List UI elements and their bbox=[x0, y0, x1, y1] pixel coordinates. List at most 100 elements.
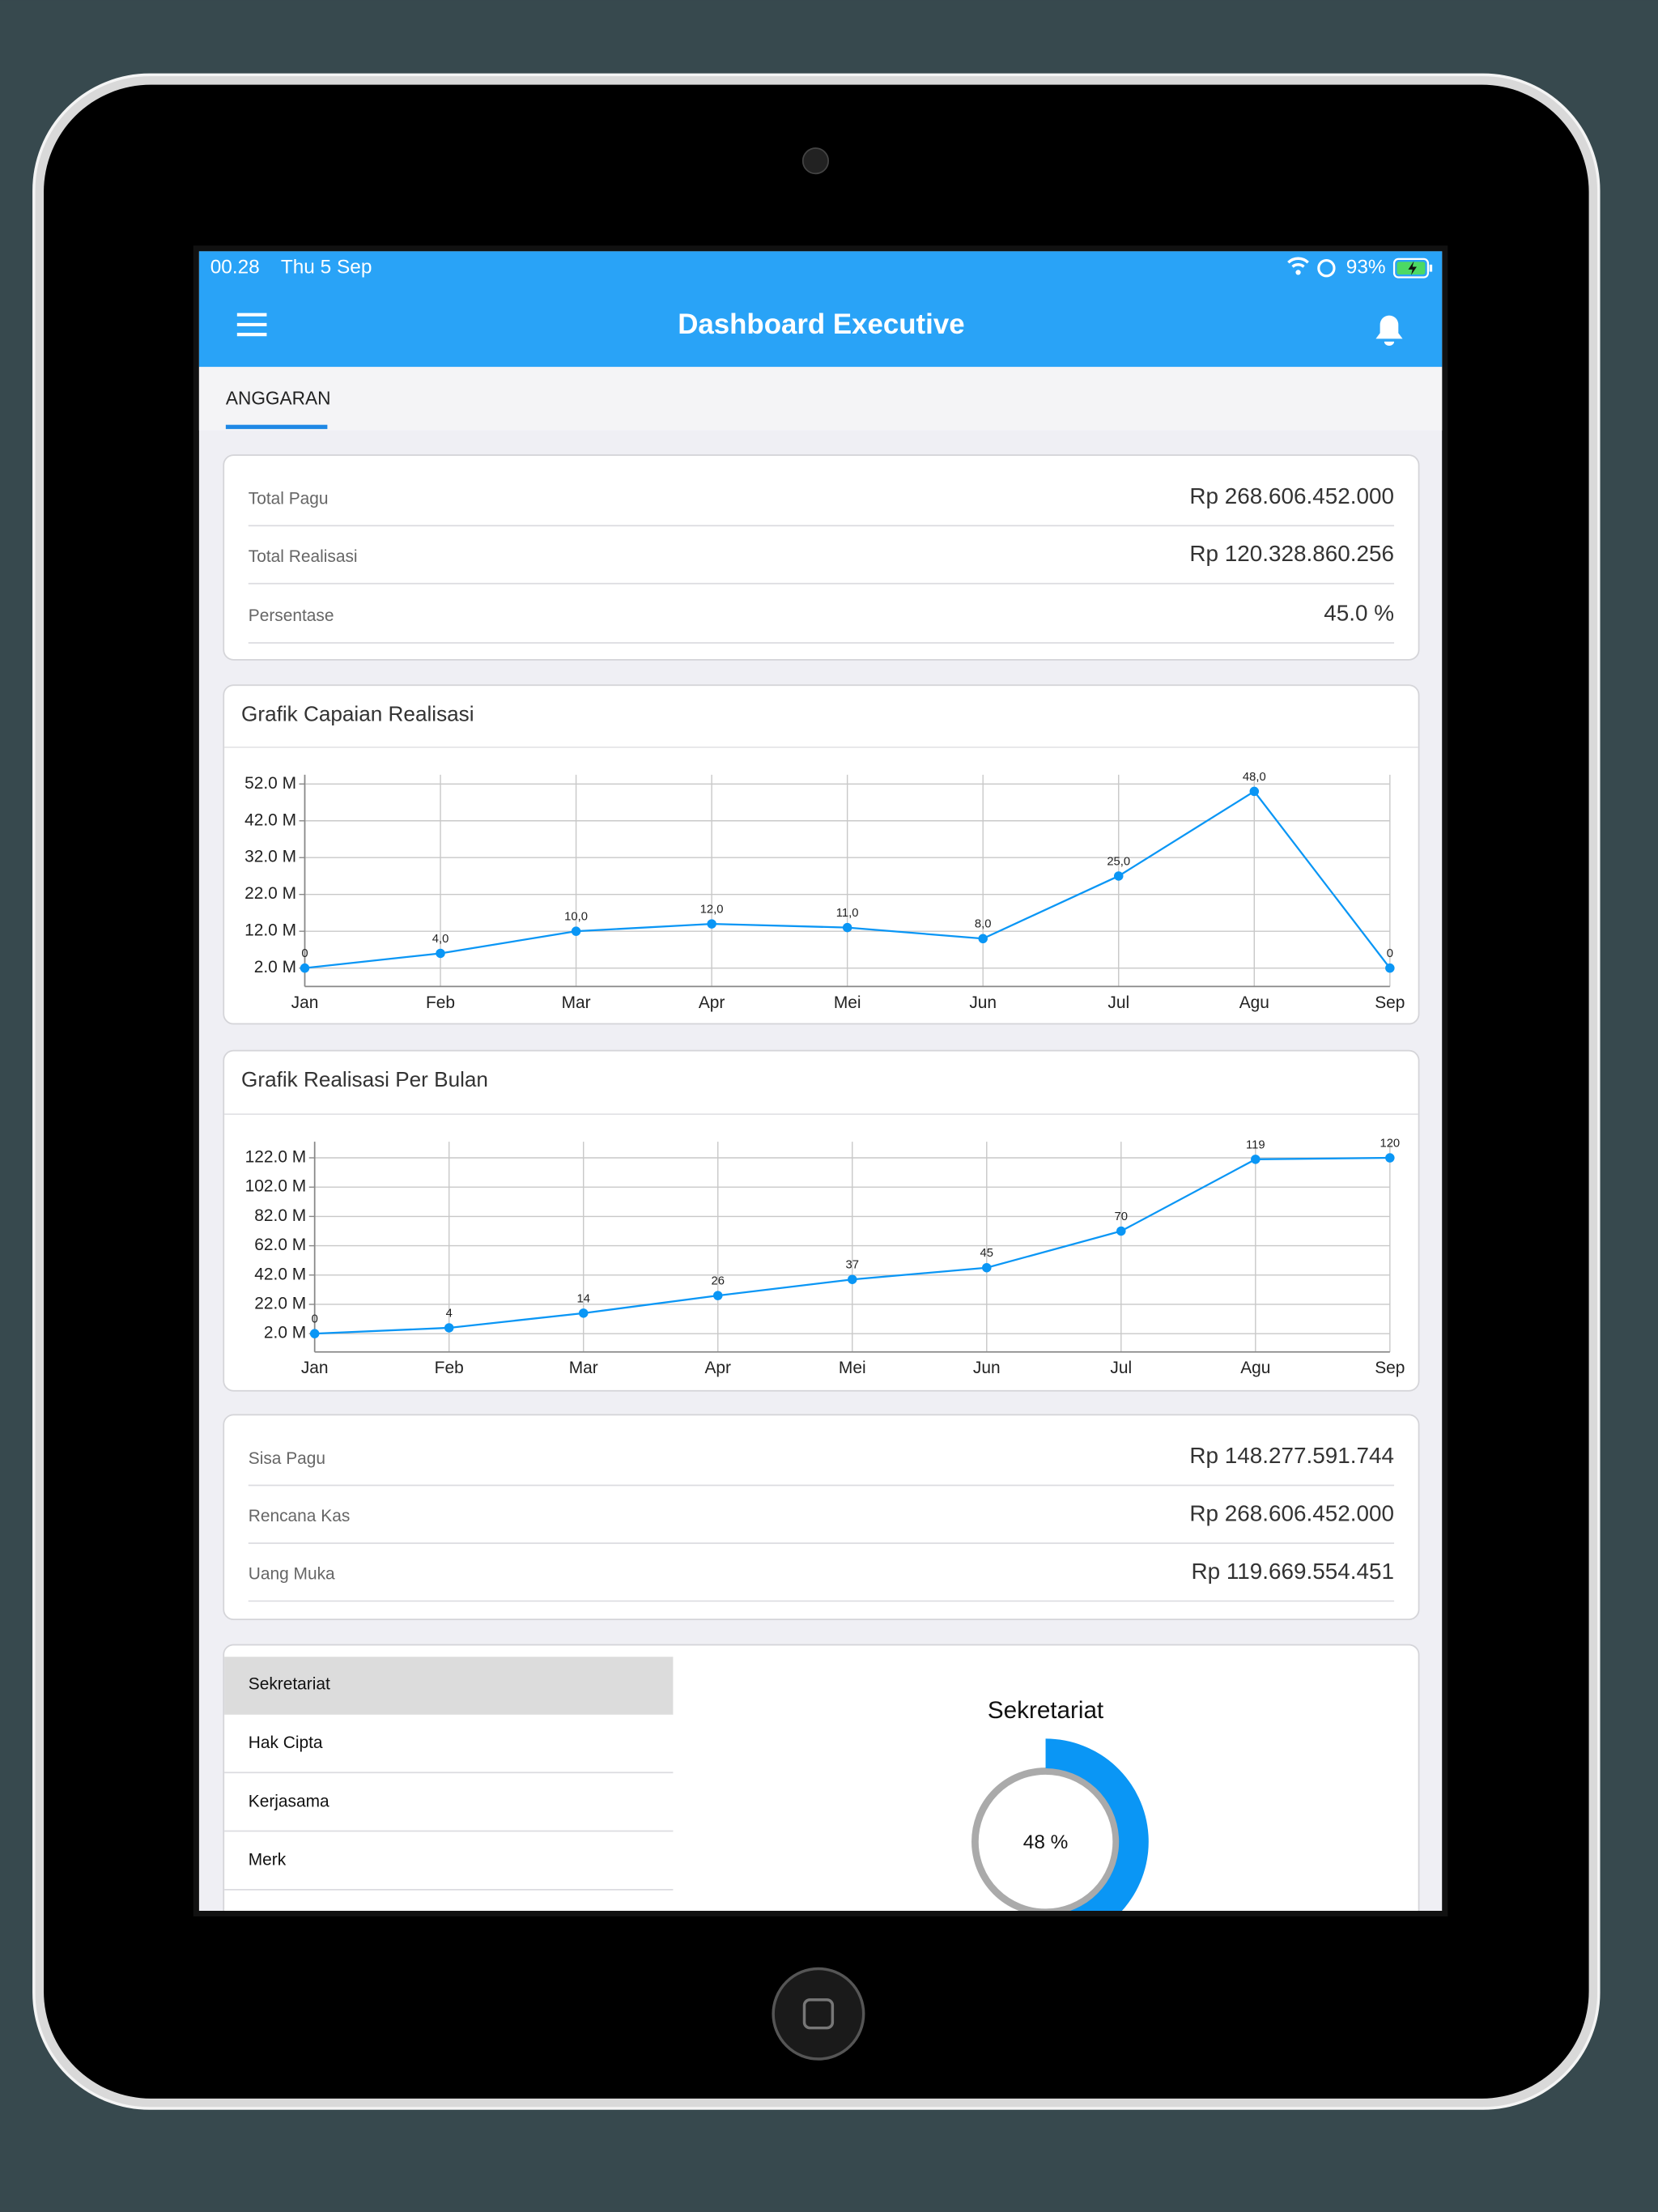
chart-title: Grafik Realisasi Per Bulan bbox=[241, 1067, 488, 1091]
unit-item[interactable]: Merk bbox=[249, 1851, 287, 1870]
summary-card bbox=[223, 454, 1420, 661]
x-tick-label: Apr bbox=[699, 993, 725, 1012]
donut-segment bbox=[1045, 1738, 1149, 1912]
data-label: 48,0 bbox=[1243, 771, 1266, 784]
selected-row bbox=[224, 1657, 674, 1715]
y-tick-label: 2.0 M bbox=[254, 958, 296, 976]
x-tick-label: Mar bbox=[569, 1359, 598, 1377]
x-tick-label: Jul bbox=[1110, 1359, 1132, 1377]
data-label: 0 bbox=[312, 1313, 318, 1326]
row-value: Rp 268.606.452.000 bbox=[1189, 1500, 1394, 1525]
status-date: Thu 5 Sep bbox=[281, 257, 372, 279]
data-label: 25,0 bbox=[1107, 855, 1130, 868]
app-bar bbox=[198, 251, 1443, 368]
data-point bbox=[444, 1323, 454, 1333]
data-point bbox=[1116, 1226, 1126, 1236]
tab[interactable]: ANGGARAN bbox=[226, 387, 331, 408]
wifi-dot bbox=[1295, 270, 1301, 275]
row-value: 45.0 % bbox=[1324, 600, 1394, 625]
y-tick-label: 22.0 M bbox=[244, 884, 296, 903]
battery-tip bbox=[1429, 264, 1433, 272]
data-label: 10,0 bbox=[564, 911, 588, 924]
y-tick-label: 12.0 M bbox=[244, 921, 296, 940]
data-label: 0 bbox=[301, 947, 308, 960]
data-point bbox=[309, 1329, 320, 1338]
x-tick-label: Jan bbox=[291, 993, 319, 1012]
home-button[interactable] bbox=[772, 1967, 865, 2061]
charging-bolt bbox=[1408, 261, 1417, 275]
y-tick-label: 52.0 M bbox=[244, 774, 296, 793]
menu-button[interactable] bbox=[236, 313, 267, 337]
chart-title: Grafik Capaian Realisasi bbox=[241, 702, 474, 726]
x-tick-label: Apr bbox=[704, 1359, 731, 1377]
y-tick-label: 32.0 M bbox=[244, 848, 296, 866]
rotation-lock-icon bbox=[1317, 259, 1336, 278]
data-label: 14 bbox=[576, 1292, 589, 1305]
unit-item[interactable]: Hak Cipta bbox=[249, 1733, 323, 1752]
data-label: 37 bbox=[846, 1259, 859, 1272]
x-tick-label: Mar bbox=[562, 993, 591, 1012]
data-label: 4,0 bbox=[432, 933, 449, 946]
x-tick-label: Agu bbox=[1239, 993, 1269, 1012]
data-point bbox=[436, 948, 445, 959]
row-value: Rp 119.669.554.451 bbox=[1191, 1559, 1394, 1584]
data-label: 12,0 bbox=[700, 904, 724, 917]
camera bbox=[801, 147, 829, 175]
row-label: Total Realisasi bbox=[249, 547, 358, 566]
data-point bbox=[1113, 871, 1124, 881]
battery-percent: 93% bbox=[1346, 257, 1386, 279]
wifi-icon bbox=[1287, 257, 1309, 268]
data-point bbox=[1385, 963, 1395, 973]
row-label: Rencana Kas bbox=[249, 1507, 351, 1525]
y-tick-label: 22.0 M bbox=[254, 1295, 306, 1313]
row-value: Rp 120.328.860.256 bbox=[1189, 541, 1394, 566]
data-point bbox=[712, 1291, 723, 1300]
y-tick-label: 62.0 M bbox=[254, 1236, 306, 1254]
x-tick-label: Feb bbox=[426, 993, 455, 1012]
data-point bbox=[571, 926, 581, 936]
donut-label: 48 % bbox=[1023, 1831, 1069, 1853]
status-time: 00.28 bbox=[210, 257, 260, 279]
unit-item[interactable]: Kerjasama bbox=[249, 1792, 329, 1810]
data-point bbox=[578, 1308, 589, 1318]
row-label: Sisa Pagu bbox=[249, 1449, 325, 1468]
data-label: 70 bbox=[1115, 1210, 1128, 1223]
home-icon bbox=[802, 1998, 835, 2030]
data-label: 26 bbox=[712, 1275, 725, 1288]
y-tick-label: 122.0 M bbox=[245, 1148, 307, 1167]
data-label: 4 bbox=[446, 1307, 453, 1320]
x-tick-label: Jan bbox=[301, 1359, 329, 1377]
x-tick-label: Feb bbox=[435, 1359, 464, 1377]
notification-button[interactable] bbox=[1375, 315, 1403, 347]
balance-card bbox=[223, 1414, 1420, 1620]
unit-item[interactable]: Sekretariat bbox=[249, 1675, 330, 1694]
y-tick-label: 42.0 M bbox=[254, 1265, 306, 1283]
x-tick-label: Sep bbox=[1375, 993, 1405, 1012]
row-value: Rp 268.606.452.000 bbox=[1189, 483, 1394, 508]
y-tick-label: 82.0 M bbox=[254, 1206, 306, 1225]
chart-card bbox=[223, 1049, 1420, 1392]
row-label: Persentase bbox=[249, 606, 334, 625]
donut-track bbox=[971, 1767, 1120, 1912]
data-label: 120 bbox=[1380, 1137, 1400, 1150]
x-tick-label: Jun bbox=[969, 993, 997, 1012]
x-tick-label: Mei bbox=[839, 1359, 866, 1377]
data-point bbox=[300, 963, 310, 973]
y-tick-label: 2.0 M bbox=[264, 1324, 306, 1342]
data-point bbox=[842, 922, 852, 933]
tab-indicator bbox=[225, 424, 328, 429]
row-label: Total Pagu bbox=[249, 490, 329, 508]
data-label: 45 bbox=[980, 1247, 993, 1260]
data-label: 8,0 bbox=[975, 918, 992, 931]
app-title: Dashboard Executive bbox=[678, 308, 964, 340]
data-label: 119 bbox=[1246, 1138, 1265, 1151]
data-label: 0 bbox=[1387, 947, 1393, 960]
data-label: 11,0 bbox=[836, 907, 859, 920]
x-tick-label: Jun bbox=[973, 1359, 1001, 1377]
x-tick-label: Agu bbox=[1240, 1359, 1270, 1377]
y-tick-label: 102.0 M bbox=[245, 1177, 307, 1196]
chart-card bbox=[223, 684, 1420, 1025]
y-tick-label: 42.0 M bbox=[244, 810, 296, 829]
